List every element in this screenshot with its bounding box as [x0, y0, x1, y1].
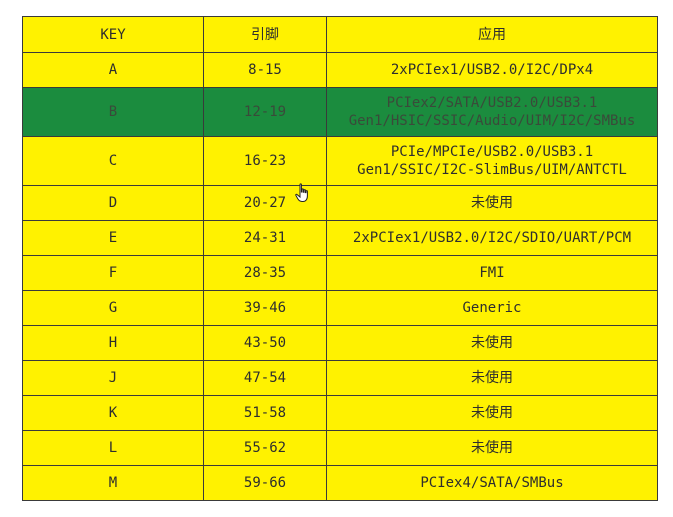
cell-application: 2xPCIex1/USB2.0/I2C/SDIO/UART/PCM	[326, 220, 658, 256]
cell-application-text: Generic	[462, 300, 522, 316]
cell-application-text: 未使用	[471, 405, 513, 421]
cell-key: D	[22, 185, 204, 221]
cell-pins: 8-15	[203, 52, 327, 88]
cell-key: L	[22, 430, 204, 466]
hand-pointer-icon	[295, 183, 308, 202]
cell-application-text: 未使用	[471, 335, 513, 351]
cell-pins: 59-66	[203, 465, 327, 501]
cell-key: K	[22, 395, 204, 431]
table-row: E 24-31 2xPCIex1/USB2.0/I2C/SDIO/UART/PCM	[22, 220, 658, 256]
cell-pins-text: 8-15	[248, 62, 282, 78]
cell-pins-text: 51-58	[243, 405, 287, 421]
cell-pins: 43-50	[203, 325, 327, 361]
cell-key: G	[22, 290, 204, 326]
cell-pins: 24-31	[203, 220, 327, 256]
cell-pins-text: 20-27	[243, 195, 287, 211]
header-key: KEY	[22, 16, 204, 53]
cell-application-text: PCIe/MPCIe/USB2.0/USB3.1 Gen1/SSIC/I2C-S…	[357, 144, 627, 178]
table-body: A 8-15 2xPCIex1/USB2.0/I2C/DPx4 B 12-19 PCIex…	[22, 52, 658, 501]
header-application: 应用	[326, 16, 658, 53]
cell-application: 未使用	[326, 430, 658, 466]
cell-pins-text: 47-54	[243, 370, 287, 386]
cell-pins: 47-54	[203, 360, 327, 396]
cell-key: E	[22, 220, 204, 256]
table-row: L 55-62 未使用	[22, 430, 658, 466]
table-row: J 47-54 未使用	[22, 360, 658, 396]
table-row: A 8-15 2xPCIex1/USB2.0/I2C/DPx4	[22, 52, 658, 88]
table-row: B 12-19 PCIex2/SATA/USB2.0/USB3.1 Gen1/HSI…	[22, 87, 658, 137]
cell-pins-text: 24-31	[243, 230, 287, 246]
table-row: G 39-46 Generic	[22, 290, 658, 326]
cell-key-text: D	[108, 195, 118, 211]
cell-application-text: 未使用	[471, 195, 513, 211]
cell-key-text: M	[108, 475, 118, 491]
header-pins: 引脚	[203, 16, 327, 53]
cell-application-text: 2xPCIex1/USB2.0/I2C/SDIO/UART/PCM	[352, 230, 632, 246]
cell-key: F	[22, 255, 204, 291]
cell-key: M	[22, 465, 204, 501]
cell-pins: 12-19	[203, 87, 327, 137]
cell-key-text: J	[108, 370, 118, 386]
m2-key-table: KEY 引脚 应用 A 8-15 2xPCIex1/USB2.0/I2C/DPx4 B…	[22, 16, 658, 501]
cell-application-text: 未使用	[471, 370, 513, 386]
table-row: D 20-27 未使用	[22, 185, 658, 221]
cell-application-text: PCIex2/SATA/USB2.0/USB3.1 Gen1/HSIC/SSIC…	[348, 95, 636, 129]
cell-application: PCIex2/SATA/USB2.0/USB3.1 Gen1/HSIC/SSIC…	[326, 87, 658, 137]
cell-application: FMI	[326, 255, 658, 291]
cell-application: PCIex4/SATA/SMBus	[326, 465, 658, 501]
cell-pins-text: 55-62	[243, 440, 287, 456]
cell-pins-text: 43-50	[243, 335, 287, 351]
m2-key-table-container: KEY 引脚 应用 A 8-15 2xPCIex1/USB2.0/I2C/DPx4 B…	[22, 16, 658, 501]
table-row: M 59-66 PCIex4/SATA/SMBus	[22, 465, 658, 501]
cell-key-text: F	[108, 265, 118, 281]
cell-key-text: A	[108, 62, 118, 78]
table-row: K 51-58 未使用	[22, 395, 658, 431]
cell-pins-text: 39-46	[243, 300, 287, 316]
cell-key-text: K	[108, 405, 118, 421]
cell-key-text: E	[108, 230, 118, 246]
cell-application-text: 2xPCIex1/USB2.0/I2C/DPx4	[390, 62, 594, 78]
cell-key: H	[22, 325, 204, 361]
cell-pins: 55-62	[203, 430, 327, 466]
cell-application: 未使用	[326, 395, 658, 431]
cell-key-text: H	[108, 335, 118, 351]
cell-key: A	[22, 52, 204, 88]
cell-pins: 51-58	[203, 395, 327, 431]
cell-application-text: PCIex4/SATA/SMBus	[420, 475, 564, 491]
cell-pins: 39-46	[203, 290, 327, 326]
cell-pins-text: 59-66	[243, 475, 287, 491]
cell-key-text: C	[108, 153, 118, 169]
cell-key-text: B	[108, 104, 118, 120]
cell-key: J	[22, 360, 204, 396]
table-header-row: KEY 引脚 应用	[22, 16, 658, 53]
cell-pins-text: 12-19	[243, 104, 287, 120]
table-row: C 16-23 PCIe/MPCIe/USB2.0/USB3.1 Gen1/SSIC…	[22, 136, 658, 186]
cell-pins-text: 28-35	[243, 265, 287, 281]
cell-application: 未使用	[326, 185, 658, 221]
cell-pins: 28-35	[203, 255, 327, 291]
cell-application: 未使用	[326, 325, 658, 361]
cell-key-text: L	[108, 440, 118, 456]
table-row: F 28-35 FMI	[22, 255, 658, 291]
cell-application: 未使用	[326, 360, 658, 396]
cell-application-text: FMI	[479, 265, 505, 281]
cell-key: C	[22, 136, 204, 186]
cell-application: 2xPCIex1/USB2.0/I2C/DPx4	[326, 52, 658, 88]
cell-application: PCIe/MPCIe/USB2.0/USB3.1 Gen1/SSIC/I2C-S…	[326, 136, 658, 186]
table-row: H 43-50 未使用	[22, 325, 658, 361]
cell-pins-text: 16-23	[243, 153, 287, 169]
cell-application: Generic	[326, 290, 658, 326]
cell-pins: 16-23	[203, 136, 327, 186]
cell-key-text: G	[108, 300, 118, 316]
cell-application-text: 未使用	[471, 440, 513, 456]
cell-key: B	[22, 87, 204, 137]
